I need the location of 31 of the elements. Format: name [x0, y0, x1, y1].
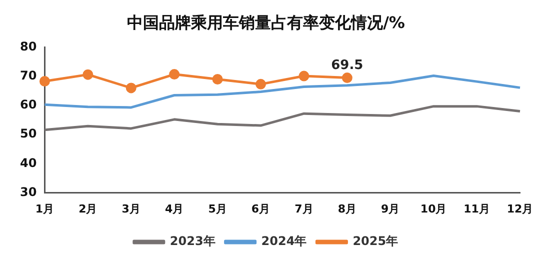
- x-tick-label: 10月: [420, 202, 447, 216]
- point: [126, 82, 136, 94]
- point: [169, 69, 180, 80]
- chart-title: 中国品牌乘用车销量占有率变化情况/%: [127, 12, 405, 32]
- x-tick-label: 11月: [464, 202, 490, 216]
- point: [298, 70, 310, 82]
- x-tick-label: 3月: [122, 202, 140, 216]
- legend-label: 2024年: [261, 234, 307, 248]
- legend-label: 2025年: [352, 234, 398, 248]
- point: [82, 69, 94, 80]
- x-tick-label: 5月: [208, 202, 227, 216]
- x-tick-label: 6月: [251, 202, 270, 216]
- x-tick-label: 2月: [78, 202, 98, 216]
- y-tick-label: 50: [20, 126, 37, 141]
- y-tick-label: 60: [20, 98, 37, 112]
- point: [212, 74, 223, 84]
- y-tick-label: 70: [20, 68, 37, 82]
- x-tick-label: 8月: [338, 202, 356, 216]
- point: [39, 76, 50, 87]
- x-tick-label: 4月: [165, 202, 184, 216]
- y-tick-label: 30: [20, 184, 37, 199]
- point: [342, 72, 352, 84]
- data-label: 69.5: [331, 58, 364, 74]
- x-tick-label: 1月: [35, 202, 54, 216]
- x-tick-label: 7月: [294, 202, 314, 216]
- point: [255, 78, 266, 90]
- legend-label: 2023年: [170, 234, 216, 248]
- x-tick-label: 12月: [506, 202, 534, 216]
- y-tick-label: 40: [20, 156, 37, 170]
- y-tick-label: 80: [20, 39, 37, 54]
- x-tick-label: 9月: [381, 202, 400, 216]
